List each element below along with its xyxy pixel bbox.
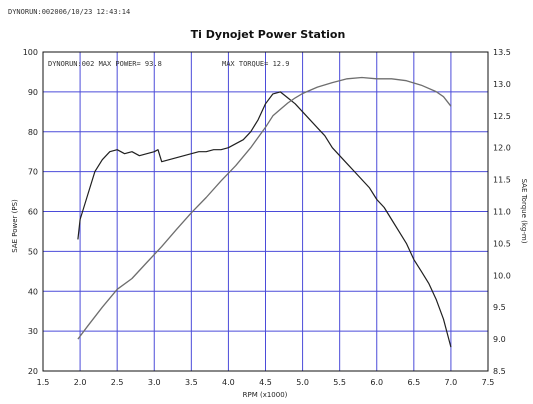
x-tick-label: 7.0 xyxy=(445,378,458,387)
y-left-tick-label: 60 xyxy=(28,208,38,217)
y-left-tick-label: 70 xyxy=(28,168,38,177)
series-group xyxy=(77,76,452,348)
plot-frame xyxy=(42,51,489,372)
y-left-tick-label: 80 xyxy=(28,128,38,137)
x-tick-label: 3.0 xyxy=(148,378,161,387)
y-ticks-left: 20 30 40 50 60 70 80 90 100 xyxy=(23,48,38,376)
x-tick-label: 4.0 xyxy=(222,378,235,387)
annotation-max-power: DYNORUN:002 MAX POWER= 93.8 xyxy=(48,60,162,68)
y-right-tick-label: 10.0 xyxy=(493,271,511,280)
x-tick-label: 2.0 xyxy=(74,378,87,387)
x-tick-label: 5.5 xyxy=(333,378,346,387)
y-left-tick-label: 100 xyxy=(23,48,38,57)
x-axis-label: RPM (x1000) xyxy=(243,391,288,399)
x-tick-label: 6.0 xyxy=(370,378,383,387)
y-right-tick-label: 10.5 xyxy=(493,239,511,248)
y-left-tick-label: 90 xyxy=(28,88,38,97)
y-axis-label-left: SAE Power (PS) xyxy=(11,199,19,253)
y-right-tick-label: 11.0 xyxy=(493,208,511,217)
y-ticks-right: 8.5 9.0 9.5 10.0 10.5 11.0 11.5 12.0 12.5 13.0 13.… xyxy=(493,48,511,376)
header-text: DYNORUN:002006/10/23 12:43:14 xyxy=(8,8,130,16)
y-right-tick-label: 9.5 xyxy=(493,303,506,312)
torque-series-line xyxy=(77,76,452,340)
y-left-tick-label: 30 xyxy=(28,327,38,336)
x-tick-label: 2.5 xyxy=(111,378,124,387)
y-right-tick-label: 8.5 xyxy=(493,367,506,376)
x-tick-label: 5.0 xyxy=(296,378,309,387)
x-tick-label: 1.5 xyxy=(37,378,50,387)
y-left-tick-label: 20 xyxy=(28,367,38,376)
power-series-line xyxy=(77,91,452,348)
x-tick-label: 6.5 xyxy=(407,378,420,387)
x-tick-label: 4.5 xyxy=(259,378,272,387)
y-left-tick-label: 50 xyxy=(28,247,38,256)
grid xyxy=(42,51,489,372)
y-right-tick-label: 13.5 xyxy=(493,48,511,57)
y-right-tick-label: 12.0 xyxy=(493,144,511,153)
y-left-tick-label: 40 xyxy=(28,287,38,296)
y-axis-label-right: SAE Torque (kg-m) xyxy=(520,179,528,244)
y-right-tick-label: 12.5 xyxy=(493,112,511,121)
y-right-tick-label: 9.0 xyxy=(493,335,506,344)
y-right-tick-label: 11.5 xyxy=(493,176,511,185)
y-right-tick-label: 13.0 xyxy=(493,80,511,89)
chart-title: Ti Dynojet Power Station xyxy=(191,28,346,41)
x-tick-label: 3.5 xyxy=(185,378,198,387)
x-ticks: 1.5 2.0 2.5 3.0 3.5 4.0 4.5 5.0 5.5 6.0 6.5 7.0 7.5 xyxy=(37,378,495,387)
annotation-max-torque: MAX TORQUE= 12.9 xyxy=(222,60,289,68)
x-tick-label: 7.5 xyxy=(482,378,495,387)
